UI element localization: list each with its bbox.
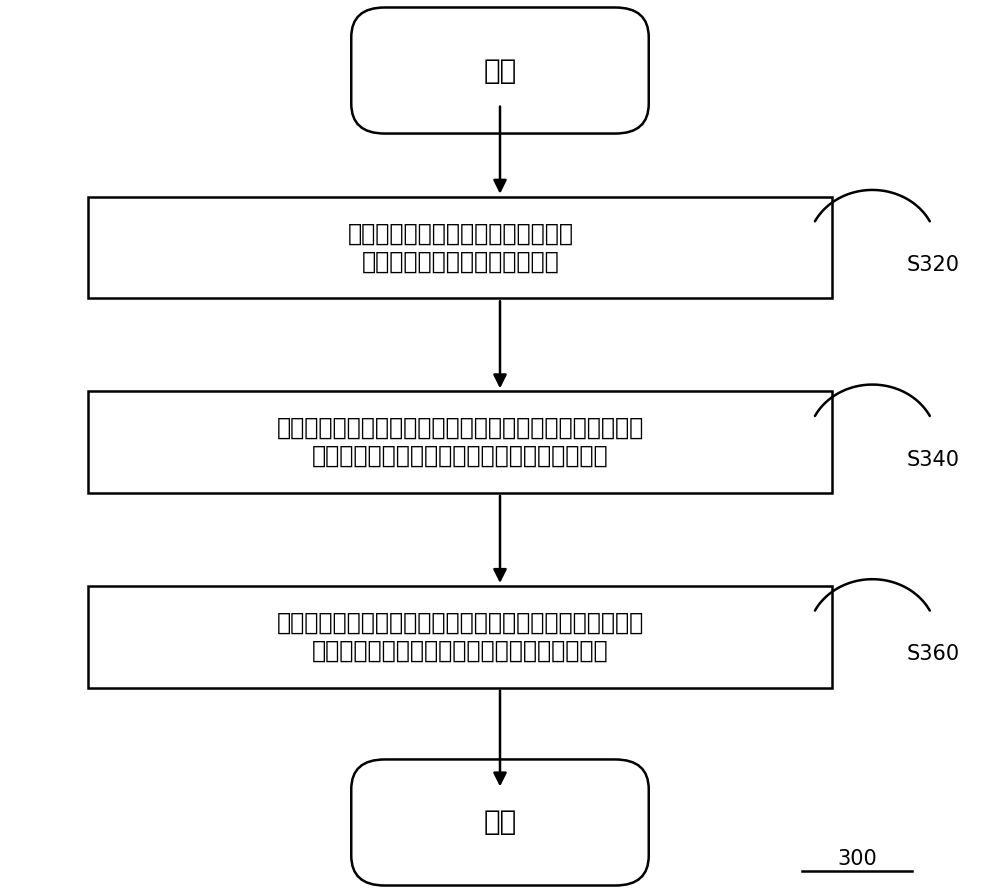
Bar <box>88 196 832 298</box>
FancyBboxPatch shape <box>351 7 649 134</box>
Text: 定期收集各服务器的当前性能指标，
并分别将其构建为指标特征向量: 定期收集各服务器的当前性能指标， 并分别将其构建为指标特征向量 <box>347 221 573 273</box>
Text: 300: 300 <box>837 849 877 870</box>
Text: 结束: 结束 <box>483 808 517 837</box>
Bar <box>88 391 832 493</box>
Bar <box>88 586 832 688</box>
FancyBboxPatch shape <box>351 759 649 886</box>
Text: S340: S340 <box>907 450 960 470</box>
Text: 分别将各服务器的指标特征向量输入到对应的预测模型中，
得到各服务器在当前性能指标下的可处理会话数: 分别将各服务器的指标特征向量输入到对应的预测模型中， 得到各服务器在当前性能指标… <box>277 416 644 468</box>
Text: 根据各服务器的可处理会话数为其设置负载分担权重，并根
据各服务器的负载分担权重进行相应的流量分发: 根据各服务器的可处理会话数为其设置负载分担权重，并根 据各服务器的负载分担权重进… <box>277 611 644 663</box>
Text: 开始: 开始 <box>483 56 517 85</box>
Text: S360: S360 <box>907 645 960 664</box>
Text: S320: S320 <box>907 255 960 275</box>
